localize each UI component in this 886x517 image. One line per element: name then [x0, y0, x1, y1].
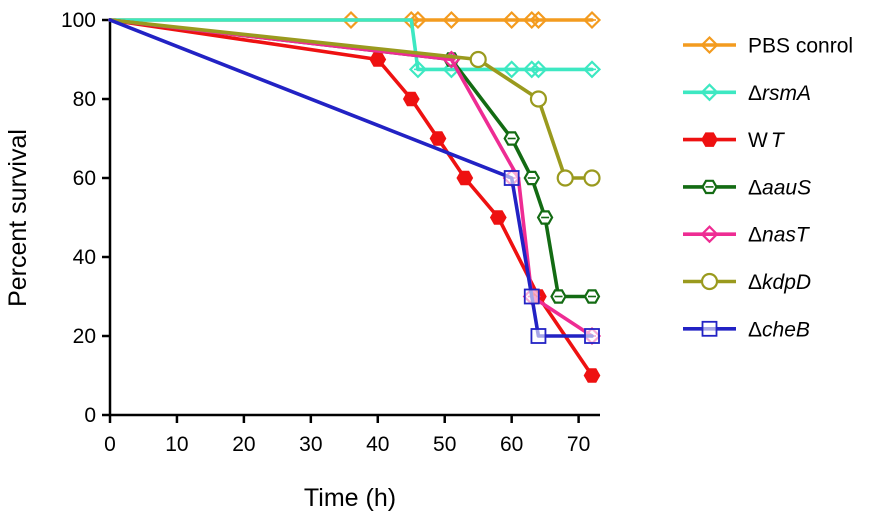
y-tick-label: 0	[84, 404, 96, 427]
legend-item-rsma-marker	[700, 83, 719, 102]
series-t-point	[583, 368, 601, 383]
legend-item-aaus: ΔaauS	[683, 176, 811, 199]
series-aaus-point	[583, 289, 601, 304]
y-tick-label: 100	[61, 9, 96, 32]
legend-item-: PBS conrol	[683, 35, 853, 58]
series-t-point	[489, 210, 507, 225]
legend-item-rsma-marker-shape	[700, 83, 719, 102]
series-rsma-point-shape	[522, 60, 541, 79]
series-t-point	[456, 170, 474, 186]
y-tick-label: 20	[73, 325, 96, 348]
legend: PBS conrol ΔrsmA W T ΔaauS ΔnasT ΔkdpD ΔcheB	[683, 35, 853, 341]
series-aaus-point	[550, 289, 567, 304]
x-tick-label: 70	[567, 433, 590, 456]
series-rsma-point	[502, 60, 521, 79]
series-kdpd-point	[469, 50, 487, 69]
axes: 0 20 40 60 80 100 0 10 20 30 40 50 60 70	[61, 9, 600, 456]
x-tick-label: 60	[500, 433, 523, 456]
y-axis-title: Percent survival	[4, 129, 32, 307]
series-rsma-point-shape	[529, 60, 548, 79]
x-tick-label: 30	[299, 433, 322, 456]
series--point-shape	[502, 10, 521, 30]
series-t-point	[429, 131, 447, 146]
series-kdpd-point	[556, 169, 574, 187]
series-layer	[108, 10, 602, 383]
x-tick-label: 20	[232, 433, 255, 456]
x-tick-label: 0	[104, 433, 116, 456]
series--point-shape	[529, 10, 548, 30]
x-tick-label: 50	[433, 433, 456, 456]
y-tick-label: 60	[73, 167, 96, 190]
legend-item-nast: ΔnasT	[683, 224, 811, 247]
series--point-shape	[442, 10, 461, 30]
series-t	[108, 18, 601, 383]
legend-item-kdpd-label: ΔkdpD	[748, 271, 811, 294]
y-tick-label: 40	[73, 246, 96, 269]
series-aaus-point	[523, 170, 541, 186]
series--point-shape	[522, 10, 541, 30]
series--point	[529, 10, 548, 30]
series--point-shape	[341, 10, 361, 30]
legend-item-kdpd: ΔkdpD	[683, 271, 811, 294]
legend-item-nast-marker	[700, 225, 719, 244]
legend-item-cheb: ΔcheB	[683, 318, 810, 341]
series-rsma-point-shape	[502, 60, 521, 79]
legend-item--label: PBS conrol	[748, 35, 853, 58]
legend-item-aaus-label: ΔaauS	[748, 176, 811, 199]
series--point	[408, 10, 428, 30]
series-rsma-point	[529, 60, 548, 79]
legend-item-nast-marker-shape	[700, 225, 719, 244]
series-rsma-point-shape	[408, 60, 428, 79]
series-cheb	[108, 18, 600, 344]
series--point	[582, 10, 602, 30]
legend-item-t-marker	[701, 132, 718, 147]
legend-item-cheb-label: ΔcheB	[748, 318, 810, 341]
series-cheb-point	[523, 288, 540, 305]
legend-item-aaus-marker	[701, 179, 718, 195]
legend-item-nast-label: ΔnasT	[748, 224, 811, 247]
series--point-shape	[408, 10, 428, 30]
series-aaus-point	[503, 131, 520, 146]
series-kdpd	[108, 18, 601, 187]
x-axis-title: Time (h)	[304, 484, 396, 512]
series--point	[502, 10, 521, 30]
series-rsma	[108, 18, 602, 79]
legend-item-cheb-marker	[701, 320, 718, 337]
x-tick-label: 10	[165, 433, 188, 456]
legend-item-rsma-label: ΔrsmA	[748, 82, 811, 105]
series-aaus-line	[108, 18, 594, 299]
series-t-point	[369, 52, 387, 67]
series--point-shape	[582, 10, 602, 30]
series-cheb-point	[584, 328, 600, 344]
series-rsma-point	[582, 60, 602, 79]
series-aaus-point	[536, 210, 554, 225]
legend-item-kdpd-marker	[700, 272, 719, 291]
series-t-point	[402, 91, 420, 107]
series-cheb-point	[503, 170, 520, 186]
legend-item--marker	[700, 35, 719, 55]
series-rsma-point-shape	[582, 60, 602, 79]
legend-item-rsma: ΔrsmA	[683, 82, 811, 105]
legend-item--marker-shape	[700, 35, 719, 55]
y-tick-label: 80	[73, 88, 96, 111]
series--point	[442, 10, 461, 30]
series-rsma-point	[408, 60, 428, 79]
x-tick-label: 40	[366, 433, 389, 456]
series-kdpd-point	[529, 90, 548, 108]
series-kdpd-point	[583, 169, 601, 187]
series-cheb-point	[530, 328, 547, 344]
